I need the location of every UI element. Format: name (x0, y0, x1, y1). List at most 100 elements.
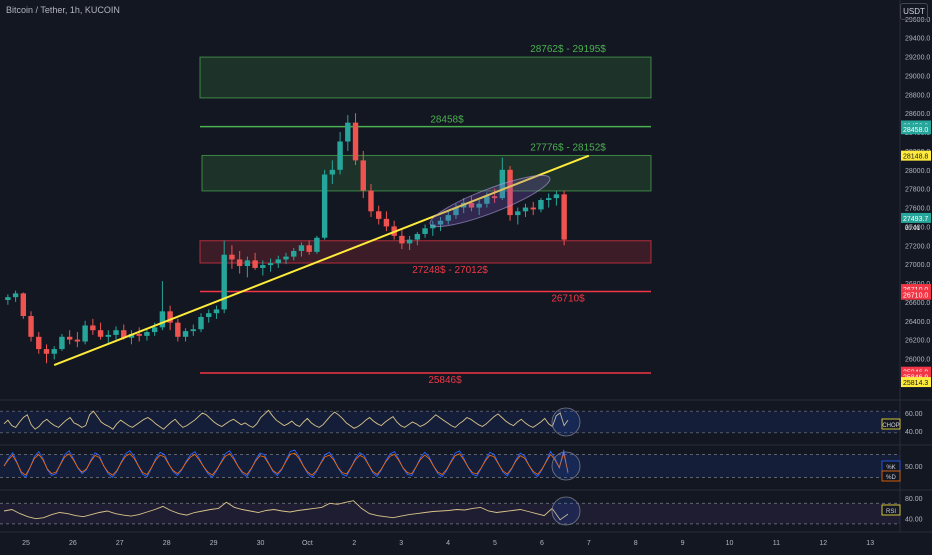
price-tag-label: 28148.8 (903, 154, 928, 161)
candle-body (175, 322, 181, 337)
oscillator-name-tag: %D (881, 470, 901, 482)
price-tag: 27493.7 (901, 212, 931, 223)
candle-body (159, 311, 166, 328)
candle-body (491, 196, 498, 199)
time-tick-label: 28 (163, 540, 171, 547)
price-tag-label: 28458.0 (903, 127, 928, 134)
candle-body (422, 228, 428, 234)
price-tick-label: 29400.0 (905, 36, 930, 43)
price-tag-bg (901, 371, 931, 382)
time-tick-label: 29 (210, 540, 218, 547)
candle-body (484, 196, 490, 204)
candle-body (51, 349, 57, 354)
candle-body (360, 160, 366, 191)
time-tick-label: 27 (116, 540, 124, 547)
candle-body (376, 211, 382, 219)
candle-body (190, 329, 196, 332)
price-tag-bg (901, 377, 931, 388)
candle-body (20, 293, 27, 317)
price-tick-label: 26200.0 (905, 338, 930, 345)
time-tick-label: 8 (634, 540, 638, 547)
time-tick-label: 6 (540, 540, 544, 547)
oscillator-name-tag-label: %K (886, 465, 895, 471)
price-tag: 26710.0 (901, 289, 931, 300)
candle-body (229, 254, 235, 260)
candle-body (468, 202, 475, 208)
oscillator-tick-label: 80.00 (905, 496, 923, 503)
oscillator-highlight-circle (551, 451, 581, 481)
time-tick-label: 2 (352, 540, 356, 547)
candle-body (136, 333, 142, 336)
candle-body (383, 218, 390, 227)
candle-body (522, 207, 529, 212)
zone-label: 27248$ - 27012$ (412, 265, 488, 276)
candle-body (515, 211, 521, 216)
oscillator-name-tag: %K (881, 460, 901, 472)
candle-body (221, 254, 227, 310)
candle-body (82, 325, 88, 342)
oscillator-name-tag-label: %D (886, 475, 896, 481)
candle-body (36, 336, 42, 350)
candle-body (121, 330, 127, 338)
oscillator-tick-label: 50.00 (905, 464, 923, 471)
price-tick-label: 29000.0 (905, 73, 930, 80)
time-tick-label: 3 (399, 540, 403, 547)
candle-body (329, 169, 336, 175)
candle-body (414, 233, 421, 240)
price-tick-label: 27000.0 (905, 262, 930, 269)
oscillator-line (3, 449, 569, 479)
zone-label: 28762$ - 29195$ (530, 44, 606, 55)
candle-body (399, 235, 405, 244)
candle-body (291, 250, 297, 257)
candle-body (538, 200, 544, 210)
time-tick-label: 26 (69, 540, 77, 547)
zone-rect (199, 240, 652, 264)
oscillator-name-tag-label: CHOP (882, 423, 899, 429)
zone-rect (201, 154, 652, 192)
price-tick-label: 28800.0 (905, 92, 930, 99)
candle-body (321, 174, 328, 238)
candle-body (144, 332, 150, 336)
candle-body (275, 259, 281, 264)
candle-body (283, 256, 289, 260)
level-label: 28458$ (430, 115, 464, 126)
price-tick-label: 29200.0 (905, 55, 930, 62)
candle-body (298, 245, 305, 251)
time-tick-label: 9 (681, 540, 685, 547)
oscillator-name-tag-bg (881, 470, 901, 482)
time-tick-label: 12 (819, 540, 827, 547)
candle-body (105, 334, 112, 337)
currency-button[interactable]: USDT (900, 3, 928, 20)
price-tick-label: 27400.0 (905, 224, 930, 231)
candle-body (507, 169, 513, 216)
candle-body (206, 313, 212, 317)
oscillator-name-tag-label: RSI (886, 509, 896, 515)
price-tag-bg (901, 150, 931, 161)
candle-body (267, 263, 274, 266)
candle-body (337, 141, 343, 170)
price-tag-bg (901, 284, 931, 295)
oscillator-line (3, 500, 569, 521)
countdown-label: 00:01 (905, 226, 921, 232)
trendline (53, 154, 590, 367)
price-tick-label: 27800.0 (905, 187, 930, 194)
price-tick-label: 27600.0 (905, 206, 930, 213)
zone-label: 27776$ - 28152$ (530, 142, 606, 153)
price-tick-label: 28000.0 (905, 168, 930, 175)
candle-body (236, 259, 243, 267)
oscillator-tick-label: 60.00 (905, 411, 923, 418)
price-tick-label: 28600.0 (905, 111, 930, 118)
candle-body (59, 336, 65, 350)
candle-body (352, 122, 359, 161)
price-tick-label: 26400.0 (905, 319, 930, 326)
candle-body (445, 215, 451, 221)
price-tag-bg (901, 124, 931, 135)
candle-body (345, 122, 351, 142)
price-tag: 25814.3 (901, 377, 931, 388)
oscillator-name-tag-bg (881, 418, 901, 430)
candle-body (453, 207, 459, 216)
oscillator-highlight-circle (551, 407, 581, 437)
